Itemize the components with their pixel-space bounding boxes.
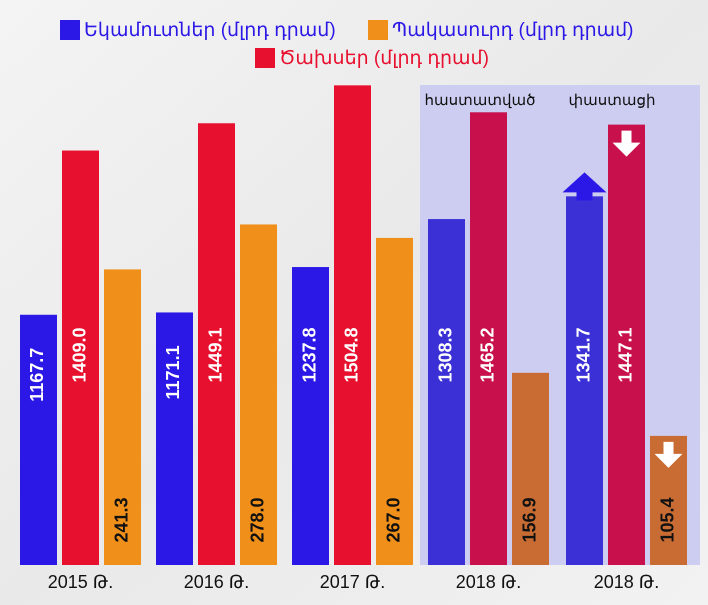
bar [156, 312, 193, 565]
bar [428, 219, 465, 565]
value-label: 1237.8 [299, 327, 319, 382]
value-label: 1449.1 [205, 327, 225, 382]
bar [240, 224, 277, 565]
bar [198, 123, 235, 565]
x-tick-label: 2018 Թ. [594, 572, 660, 592]
legend-label: Ծախսեր (մլրդ դրամ) [279, 48, 489, 69]
x-tick-label: 2017 Թ. [320, 572, 386, 592]
value-label: 1447.1 [615, 327, 635, 382]
bar [20, 314, 57, 565]
x-tick-label: 2016 Թ. [184, 572, 250, 592]
value-label: 1308.3 [435, 327, 455, 382]
x-tick-label: 2015 Թ. [48, 572, 114, 592]
bar [62, 150, 99, 565]
legend-swatch [255, 48, 275, 68]
arrow-down [612, 130, 641, 157]
value-label: 105.4 [657, 497, 677, 542]
legend-label: Եկամուտներ (մլրդ դրամ) [84, 20, 336, 41]
bar [376, 237, 413, 566]
bar [334, 85, 371, 565]
value-label: 1465.2 [477, 327, 497, 382]
value-label: 1341.7 [573, 327, 593, 382]
legend-swatch [368, 20, 388, 40]
arrow-up [562, 172, 607, 201]
value-label: 241.3 [111, 497, 131, 542]
value-label: 1171.1 [163, 345, 183, 399]
bar [470, 112, 507, 566]
value-label: 1504.8 [341, 327, 361, 382]
legend-swatch [60, 20, 80, 40]
value-label: 156.9 [519, 497, 539, 542]
bar [292, 267, 329, 565]
bar [608, 124, 645, 566]
annotation: փաստացի [569, 92, 656, 109]
legend-label: Պակասուրդ (մլրդ դրամ) [392, 20, 634, 41]
bar [104, 269, 141, 565]
annotation: հաստատված [425, 92, 536, 109]
bar [566, 196, 603, 565]
value-label: 1409.0 [69, 327, 89, 382]
value-label: 267.0 [383, 497, 403, 542]
value-label: 278.0 [247, 497, 267, 542]
value-label: 1167.7 [27, 348, 47, 402]
x-tick-label: 2018 Թ. [456, 572, 522, 592]
arrow-down [654, 441, 683, 468]
bar [512, 372, 549, 565]
